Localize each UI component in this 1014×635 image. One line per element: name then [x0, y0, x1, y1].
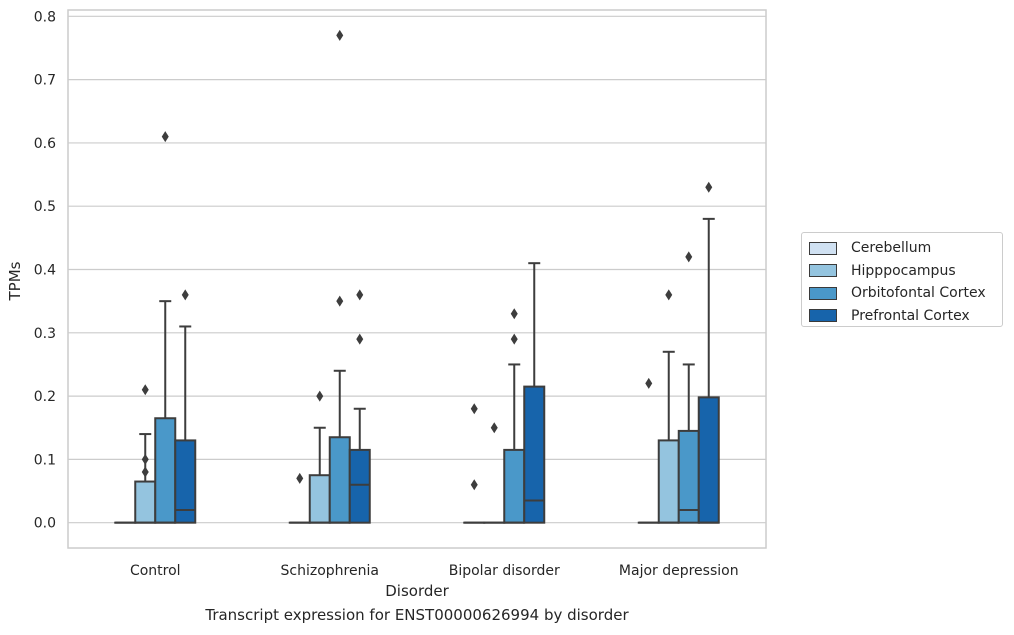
outlier-point	[336, 29, 344, 41]
y-tick-label: 0.6	[34, 136, 56, 152]
axes: 0.0 0.1 0.2 0.3 0.4 0.5 0.6 0.7 0.8 Control Schizo…	[34, 9, 739, 579]
x-tick-label: Bipolar disorder	[449, 563, 560, 579]
outlier-point	[141, 453, 149, 465]
outlier-point	[316, 390, 324, 402]
outlier-point	[336, 295, 344, 307]
box-body	[174, 439, 197, 524]
box-hipppocampus	[483, 422, 506, 524]
outlier-point	[685, 251, 693, 263]
box-body	[308, 474, 331, 524]
y-tick-label: 0.4	[34, 263, 56, 279]
legend-swatch	[809, 309, 837, 323]
y-tick-label: 0.5	[34, 199, 56, 215]
legend-swatch	[809, 264, 837, 278]
outlier-point	[490, 422, 498, 434]
box-cerebellum	[463, 403, 486, 524]
box-orbitofontal-cortex	[328, 29, 351, 524]
outlier-point	[296, 472, 304, 484]
outlier-point	[141, 384, 149, 396]
box-orbitofontal-cortex	[154, 131, 177, 524]
figure-caption: Transcript expression for ENST0000062699…	[205, 606, 629, 624]
outlier-point	[510, 333, 518, 345]
plot-frame	[67, 9, 767, 549]
box-hipppocampus	[134, 384, 157, 524]
outlier-point	[356, 333, 364, 345]
box-orbitofontal-cortex	[503, 308, 526, 524]
box-hipppocampus	[657, 289, 680, 524]
legend-swatch	[809, 286, 837, 300]
outlier-point	[470, 403, 478, 415]
box-hipppocampus	[308, 390, 331, 524]
box-cerebellum	[637, 377, 660, 524]
legend-item: Hipppocampus	[809, 260, 1002, 283]
box-body	[134, 480, 157, 524]
x-tick-label: Control	[130, 563, 181, 579]
box-body	[154, 417, 177, 524]
legend-label: Orbitofontal Cortex	[851, 285, 986, 302]
box-prefrontal-cortex	[348, 289, 371, 524]
legend-item: Cerebellum	[809, 237, 1002, 260]
box-cerebellum	[288, 472, 311, 524]
box-body	[657, 439, 680, 524]
box-body	[523, 385, 546, 524]
outlier-point	[510, 308, 518, 320]
legend-label: Prefrontal Cortex	[851, 307, 970, 324]
y-axis-title: TPMs	[6, 261, 24, 301]
outlier-point	[705, 181, 713, 193]
box-body	[348, 448, 371, 524]
legend-label: Hipppocampus	[851, 262, 956, 279]
y-tick-label: 0.3	[34, 326, 56, 342]
box-body	[503, 448, 526, 524]
outlier-point	[141, 466, 149, 478]
x-tick-label: Major depression	[619, 563, 739, 579]
y-tick-label: 0.7	[34, 73, 56, 89]
outlier-point	[470, 479, 478, 491]
legend: Cerebellum Hipppocampus Orbitofontal Corte…	[801, 232, 1003, 327]
box-prefrontal-cortex	[174, 289, 197, 524]
outlier-point	[181, 289, 189, 301]
outlier-point	[161, 131, 169, 143]
y-tick-label: 0.8	[34, 9, 56, 25]
box-body	[677, 429, 700, 524]
outlier-point	[356, 289, 364, 301]
y-tick-label: 0.1	[34, 452, 56, 468]
box-body	[697, 396, 720, 524]
x-tick-label: Schizophrenia	[281, 563, 379, 579]
box-plot-marks	[114, 29, 720, 524]
box-prefrontal-cortex	[523, 262, 546, 524]
legend-item: Orbitofontal Cortex	[809, 282, 1002, 305]
legend-label: Cerebellum	[851, 240, 932, 257]
outlier-point	[645, 377, 653, 389]
y-tick-label: 0.0	[34, 516, 56, 532]
box-body	[328, 436, 351, 524]
y-tick-label: 0.2	[34, 389, 56, 405]
outlier-point	[665, 289, 673, 301]
x-axis-title: Disorder	[385, 582, 449, 600]
box-orbitofontal-cortex	[677, 251, 700, 524]
legend-item: Prefrontal Cortex	[809, 305, 1002, 328]
box-prefrontal-cortex	[697, 181, 720, 524]
legend-swatch	[809, 241, 837, 255]
